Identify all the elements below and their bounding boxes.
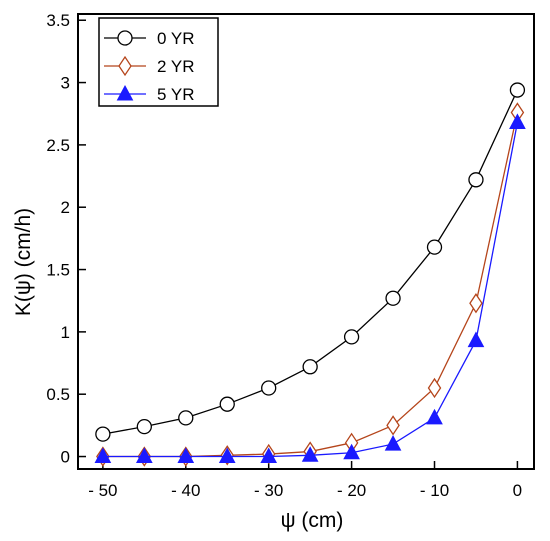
data-point bbox=[385, 290, 401, 306]
series-layer bbox=[94, 82, 526, 467]
x-tick-label: 0 bbox=[513, 481, 522, 500]
data-point bbox=[343, 443, 360, 460]
data-point bbox=[467, 331, 485, 348]
y-tick-label: 2.5 bbox=[46, 136, 70, 155]
data-point bbox=[509, 113, 526, 129]
data-point bbox=[469, 293, 483, 314]
legend-marker bbox=[116, 84, 134, 101]
series-2-yr bbox=[96, 102, 525, 467]
x-tick-label: - 10 bbox=[420, 481, 449, 500]
legend: 0 YR 2 YR 5 YR bbox=[98, 17, 219, 107]
data-point bbox=[136, 418, 152, 435]
series-line bbox=[102, 112, 519, 458]
y-tick-label: 2 bbox=[61, 198, 70, 217]
x-tick-label: - 40 bbox=[171, 481, 200, 500]
data-point bbox=[219, 396, 235, 412]
data-point bbox=[261, 380, 277, 396]
x-tick-label: - 20 bbox=[337, 481, 366, 500]
legend-marker bbox=[117, 30, 133, 46]
x-axis-title: ψ (cm) bbox=[281, 509, 344, 532]
y-tick-label: 0.5 bbox=[46, 385, 70, 404]
data-point bbox=[135, 447, 153, 464]
y-axis-title: K(ψ) (cm/h) bbox=[12, 208, 35, 316]
legend-marker bbox=[118, 55, 132, 77]
data-point bbox=[343, 329, 360, 345]
y-tick-label: 3 bbox=[61, 74, 70, 93]
data-point bbox=[218, 447, 236, 464]
x-tick-label: - 30 bbox=[254, 481, 283, 500]
data-point bbox=[301, 446, 319, 462]
data-point bbox=[95, 426, 111, 442]
data-point bbox=[468, 172, 484, 188]
y-tick-label: 3.5 bbox=[46, 11, 70, 30]
x-tick-label: - 50 bbox=[88, 481, 117, 500]
data-point bbox=[509, 82, 526, 98]
y-tick-label: 1 bbox=[61, 323, 70, 342]
data-point bbox=[384, 435, 402, 451]
axes: 0 0.5 1 1.5 2 2.5 3 3.5 - 50 - 40 - 30 - 20 - 10 0 bbox=[46, 11, 535, 500]
series-line bbox=[102, 89, 519, 435]
legend-label: 0 YR bbox=[157, 29, 195, 48]
y-tick-label: 0 bbox=[61, 448, 70, 467]
series-0-yr bbox=[95, 82, 526, 442]
data-point bbox=[94, 447, 112, 464]
data-point bbox=[386, 415, 400, 436]
data-point bbox=[177, 447, 195, 464]
legend-label: 5 YR bbox=[157, 85, 195, 104]
data-point bbox=[427, 377, 442, 399]
plot-frame bbox=[77, 13, 535, 470]
legend-label: 2 YR bbox=[157, 57, 195, 76]
y-tick-label: 1.5 bbox=[46, 261, 70, 280]
data-point bbox=[260, 447, 278, 464]
data-point bbox=[302, 359, 318, 375]
series-line bbox=[102, 122, 519, 458]
data-point bbox=[426, 239, 443, 255]
legend-box bbox=[98, 17, 219, 107]
data-point bbox=[178, 410, 194, 426]
data-point bbox=[426, 408, 443, 425]
series-5-yr bbox=[94, 113, 526, 464]
